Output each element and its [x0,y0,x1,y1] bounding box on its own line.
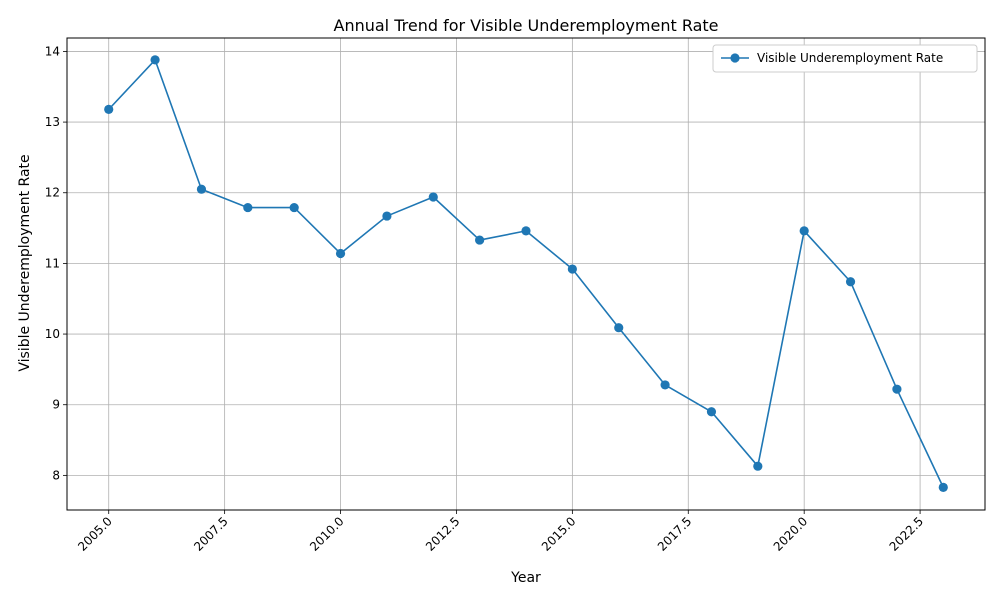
y-tick-label: 9 [52,398,60,412]
y-tick-label: 8 [52,468,60,482]
x-tick-label: 2010.0 [307,514,347,554]
legend: Visible Underemployment Rate [712,44,978,73]
y-tick-label: 12 [45,186,60,200]
data-point [104,104,114,114]
y-tick-label: 14 [45,44,60,58]
data-point [938,482,948,492]
y-axis-label: Visible Underemployment Rate [17,154,33,371]
data-point [521,226,531,236]
series-lines [108,59,944,488]
data-point [382,211,392,221]
y-axis-ticks: 8 9 10 11 12 13 14 [45,44,67,482]
data-point [475,235,485,245]
series-points [104,55,948,492]
x-tick-label: 2020.0 [771,514,811,554]
y-tick-label: 10 [45,327,60,341]
data-point [196,184,207,194]
x-axis-ticks: 2005.0 2007.5 2010.0 2012.5 2015.0 2017.5 2020… [75,510,926,554]
data-point [892,384,902,394]
chart-title: Annual Trend for Visible Underemployment… [334,16,719,35]
x-tick-label: 2007.5 [191,514,231,554]
data-point [706,407,717,417]
x-tick-label: 2012.5 [423,514,463,554]
data-point [799,226,809,236]
grid [67,38,985,510]
x-axis-label: Year [510,570,541,586]
legend-series-label: Visible Underemployment Rate [757,51,943,65]
data-point [150,55,160,65]
y-tick-label: 13 [45,115,60,129]
data-point [428,192,438,202]
series-line [108,59,944,488]
data-point [335,248,346,259]
legend-box [712,44,978,73]
data-point [289,202,299,213]
data-point [845,277,856,287]
data-point [567,264,577,274]
data-point [753,461,763,471]
data-point [243,202,253,213]
legend-marker-swatch [730,53,740,63]
x-tick-label: 2005.0 [75,514,115,554]
x-tick-label: 2022.5 [887,514,927,554]
plot-area-frame [66,37,986,511]
x-tick-label: 2015.0 [539,514,579,554]
data-point [614,323,624,333]
x-tick-label: 2017.5 [655,514,695,554]
data-point [660,380,670,390]
y-tick-label: 11 [45,256,60,270]
